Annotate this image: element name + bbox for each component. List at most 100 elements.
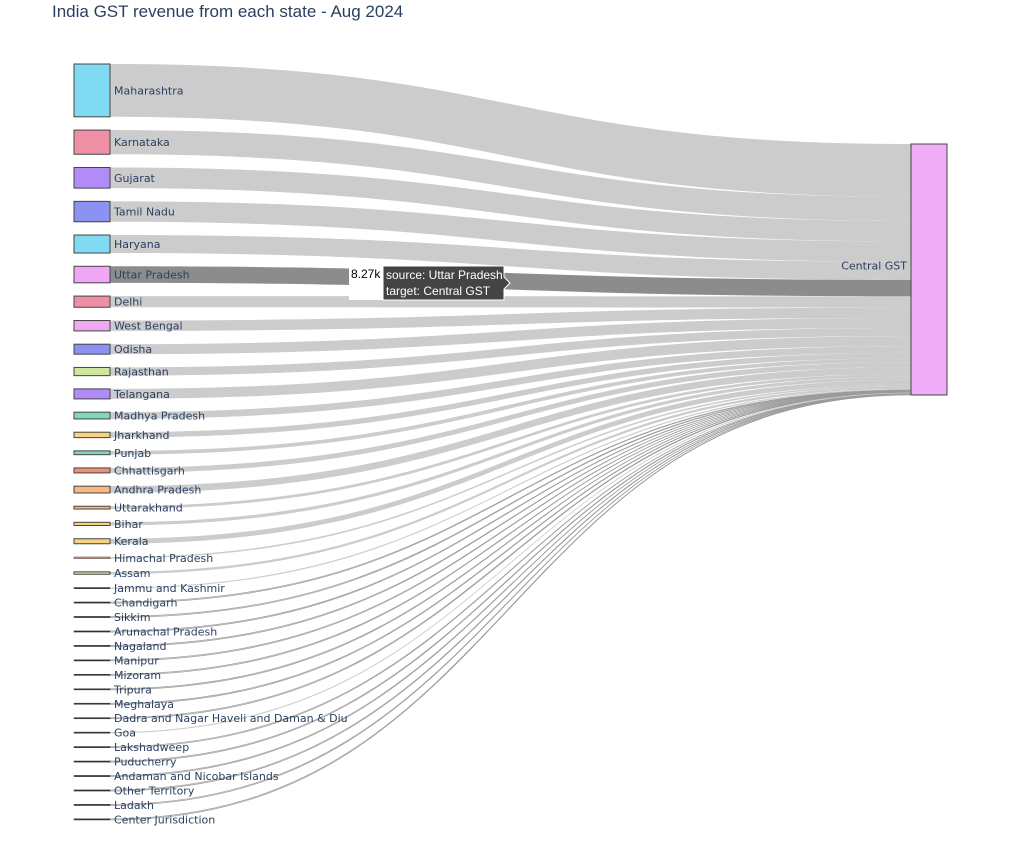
link-andhra-pradesh[interactable] <box>110 367 911 493</box>
node-label: Jammu and Kashmir <box>113 582 225 595</box>
link-kerala[interactable] <box>110 379 911 544</box>
node-telangana[interactable] <box>73 388 111 400</box>
node-label: West Bengal <box>114 320 183 333</box>
node-manipur[interactable] <box>73 659 111 662</box>
node-label: Andaman and Nicobar Islands <box>114 770 279 783</box>
node-dadra-and-nagar-haveli-and-daman-diu[interactable] <box>73 717 111 720</box>
link-punjab[interactable] <box>110 358 911 455</box>
node-kerala[interactable] <box>73 538 111 545</box>
node-label: Karnataka <box>114 136 170 149</box>
node-himachal-pradesh[interactable] <box>73 556 111 559</box>
node-label: Arunachal Pradesh <box>114 625 217 638</box>
nodes: Maharashtra Karnataka Gujarat Tamil Nadu Har… <box>73 63 948 826</box>
node-uttarakhand[interactable] <box>73 505 111 510</box>
node-mizoram[interactable] <box>73 673 111 676</box>
node-delhi[interactable] <box>73 295 111 308</box>
node-jharkhand[interactable] <box>73 431 111 439</box>
node-sikkim[interactable] <box>73 616 111 618</box>
node-nagaland[interactable] <box>73 645 111 647</box>
node-madhya-pradesh[interactable] <box>73 411 111 420</box>
node-label: Puducherry <box>114 756 177 769</box>
node-arunachal-pradesh[interactable] <box>73 630 111 633</box>
node-west-bengal[interactable] <box>73 320 111 332</box>
node-ladakh[interactable] <box>73 804 111 806</box>
node-jammu-and-kashmir[interactable] <box>73 587 111 589</box>
node-chandigarh[interactable] <box>73 601 111 604</box>
link-karnataka[interactable] <box>110 130 911 221</box>
link-odisha[interactable] <box>110 317 911 355</box>
tooltip-source: source: Uttar Pradesh <box>386 268 503 282</box>
link-uttar-pradesh[interactable] <box>110 266 911 297</box>
link-chandigarh[interactable] <box>109 389 912 604</box>
node-other-territory[interactable] <box>73 789 111 792</box>
node-label: Tripura <box>113 683 152 696</box>
node-central-gst[interactable] <box>910 143 948 396</box>
node-label: Uttar Pradesh <box>114 269 190 282</box>
link-goa[interactable] <box>110 392 911 734</box>
node-gujarat[interactable] <box>73 167 111 189</box>
node-haryana[interactable] <box>73 234 111 254</box>
link-tamil-nadu[interactable] <box>110 201 911 262</box>
link-himachal-pradesh[interactable] <box>110 384 911 559</box>
node-label: Himachal Pradesh <box>114 552 213 565</box>
node-label: Ladakh <box>114 799 154 812</box>
node-label: Punjab <box>114 447 151 460</box>
tooltip-value: 8.27k <box>351 267 381 281</box>
link-jharkhand[interactable] <box>110 352 911 438</box>
node-maharashtra[interactable] <box>73 63 111 118</box>
node-label: Chandigarh <box>114 597 177 610</box>
node-andhra-pradesh[interactable] <box>73 485 111 494</box>
link-jammu-and-kashmir[interactable] <box>110 388 911 589</box>
link-haryana[interactable] <box>110 235 911 280</box>
link-bihar[interactable] <box>110 376 911 526</box>
node-label: Madhya Pradesh <box>114 410 205 423</box>
link-center-jurisdiction[interactable] <box>109 394 912 821</box>
link-assam[interactable] <box>110 386 911 575</box>
node-meghalaya[interactable] <box>73 702 111 705</box>
node-bihar[interactable] <box>73 521 111 526</box>
node-label: Lakshadweep <box>114 741 189 754</box>
node-label: Jharkhand <box>113 429 170 442</box>
link-telangana[interactable] <box>110 336 911 399</box>
node-label: Center Jurisdiction <box>114 813 215 826</box>
link-maharashtra[interactable] <box>110 64 911 197</box>
node-tamil-nadu[interactable] <box>73 200 111 223</box>
node-label: Sikkim <box>114 611 151 624</box>
link-ladakh[interactable] <box>109 394 912 806</box>
node-label: Kerala <box>114 535 149 548</box>
node-label: Uttarakhand <box>114 502 183 515</box>
node-andaman-and-nicobar-islands[interactable] <box>73 775 111 777</box>
link-west-bengal[interactable] <box>110 307 911 331</box>
node-tripura[interactable] <box>73 688 111 691</box>
link-tripura[interactable] <box>109 391 912 691</box>
node-label: Meghalaya <box>114 698 174 711</box>
link-madhya-pradesh[interactable] <box>110 346 911 419</box>
node-label: Chhattisgarh <box>114 464 185 477</box>
link-gujarat[interactable] <box>110 167 911 242</box>
link-meghalaya[interactable] <box>109 391 912 705</box>
node-punjab[interactable] <box>73 450 111 456</box>
link-uttarakhand[interactable] <box>110 373 911 510</box>
link-rajasthan[interactable] <box>110 327 911 376</box>
node-label: Other Territory <box>114 784 195 797</box>
node-label: Delhi <box>114 296 142 309</box>
node-karnataka[interactable] <box>73 129 111 155</box>
node-rajasthan[interactable] <box>73 366 111 377</box>
node-chhattisgarh[interactable] <box>73 467 111 474</box>
node-goa[interactable] <box>73 731 111 734</box>
node-uttar-pradesh[interactable] <box>73 265 111 284</box>
node-puducherry[interactable] <box>73 760 111 763</box>
chart-title: India GST revenue from each state - Aug … <box>52 2 404 21</box>
link-lakshadweep[interactable] <box>109 393 912 749</box>
node-label: Gujarat <box>114 172 156 185</box>
node-center-jurisdiction[interactable] <box>73 818 111 821</box>
node-odisha[interactable] <box>73 343 111 355</box>
node-label: Telangana <box>113 388 170 401</box>
node-lakshadweep[interactable] <box>73 746 111 748</box>
link-other-territory[interactable] <box>109 393 912 792</box>
link-chhattisgarh[interactable] <box>110 362 911 473</box>
tooltip-value-box <box>349 266 383 300</box>
node-assam[interactable] <box>73 571 111 575</box>
link-delhi[interactable] <box>110 296 911 308</box>
